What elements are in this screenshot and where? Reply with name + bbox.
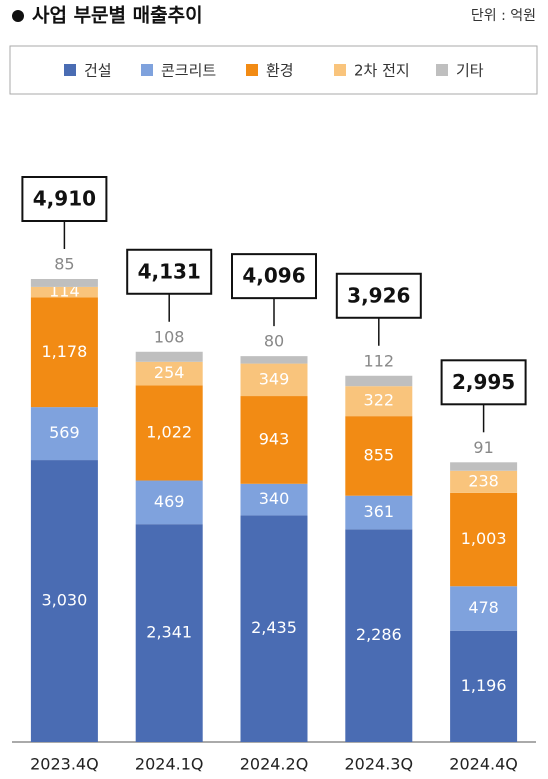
legend-label: 2차 전지 [354, 62, 410, 80]
value-label: 238 [468, 471, 499, 490]
legend-swatch [64, 64, 76, 76]
bar-segment [240, 396, 308, 484]
bar-segment [345, 375, 413, 387]
bar-segment [450, 492, 518, 587]
legend-box [9, 45, 538, 95]
total-label: 4,131 [138, 259, 201, 283]
value-label: 855 [364, 445, 395, 464]
bar-segment [240, 356, 308, 364]
value-label: 322 [364, 391, 395, 410]
title-bullet [12, 10, 24, 22]
bar-segment [135, 385, 203, 481]
value-label: 469 [154, 492, 185, 511]
value-label: 1,196 [461, 676, 507, 695]
value-label: 1,003 [461, 529, 507, 548]
value-label: 1,178 [41, 342, 87, 361]
x-tick-label: 2024.1Q [135, 755, 204, 774]
bar-segment [135, 361, 203, 386]
value-label: 112 [364, 351, 395, 370]
value-label: 3,030 [41, 591, 87, 610]
value-label: 254 [154, 363, 185, 382]
total-label: 4,910 [33, 187, 96, 211]
bar-segment [135, 480, 203, 525]
value-label: 108 [154, 327, 185, 346]
legend-label: 건설 [84, 62, 112, 80]
bar-segment [135, 351, 203, 362]
total-box [440, 359, 527, 406]
value-label: 340 [259, 489, 290, 508]
chart-title: 사업 부문별 매출추이 [32, 5, 203, 27]
x-tick-label: 2023.4Q [30, 755, 99, 774]
legend-swatch [246, 64, 258, 76]
bar-segment [450, 470, 518, 493]
total-label: 2,995 [452, 370, 515, 394]
value-label: 569 [49, 423, 80, 442]
bar-segment [240, 515, 308, 742]
bar-segment [450, 630, 518, 742]
bar-segment [345, 386, 413, 417]
legend-label: 기타 [456, 62, 484, 80]
bar-segment [450, 462, 518, 471]
value-label: 85 [54, 255, 74, 274]
total-label: 4,096 [242, 264, 305, 288]
bar-segment [240, 483, 308, 516]
value-label: 2,286 [356, 625, 402, 644]
bar-segment [345, 495, 413, 530]
total-box [231, 253, 317, 300]
value-label: 349 [259, 369, 290, 388]
bar-segment [30, 286, 98, 298]
bar-segment [240, 363, 308, 397]
bar-segment [345, 416, 413, 496]
value-label: 2,435 [251, 618, 297, 637]
legend-label: 환경 [266, 62, 294, 80]
total-box [335, 272, 422, 319]
total-box [21, 176, 108, 222]
value-label: 2,341 [146, 623, 192, 642]
value-label: 943 [259, 429, 290, 448]
x-tick-label: 2024.2Q [240, 755, 309, 774]
value-label: 478 [468, 598, 499, 617]
bar-segment [30, 460, 98, 742]
value-label: 91 [473, 438, 493, 457]
value-label: 361 [364, 502, 395, 521]
bar-segment [30, 407, 98, 461]
bar-segment [345, 529, 413, 742]
unit-label: 단위 : 억원 [471, 8, 536, 24]
value-label: 80 [264, 332, 284, 351]
legend-swatch [334, 64, 346, 76]
bar-segment [135, 524, 203, 742]
total-box [126, 248, 213, 295]
bar-segment [30, 279, 98, 287]
bar-segment [30, 297, 98, 408]
x-tick-label: 2024.4Q [449, 755, 518, 774]
x-tick-label: 2024.3Q [345, 755, 414, 774]
legend-swatch [141, 64, 153, 76]
legend-swatch [436, 64, 448, 76]
bar-segment [450, 586, 518, 631]
value-label: 1,022 [146, 422, 192, 441]
total-label: 3,926 [347, 283, 410, 307]
legend-label: 콘크리트 [161, 62, 216, 80]
